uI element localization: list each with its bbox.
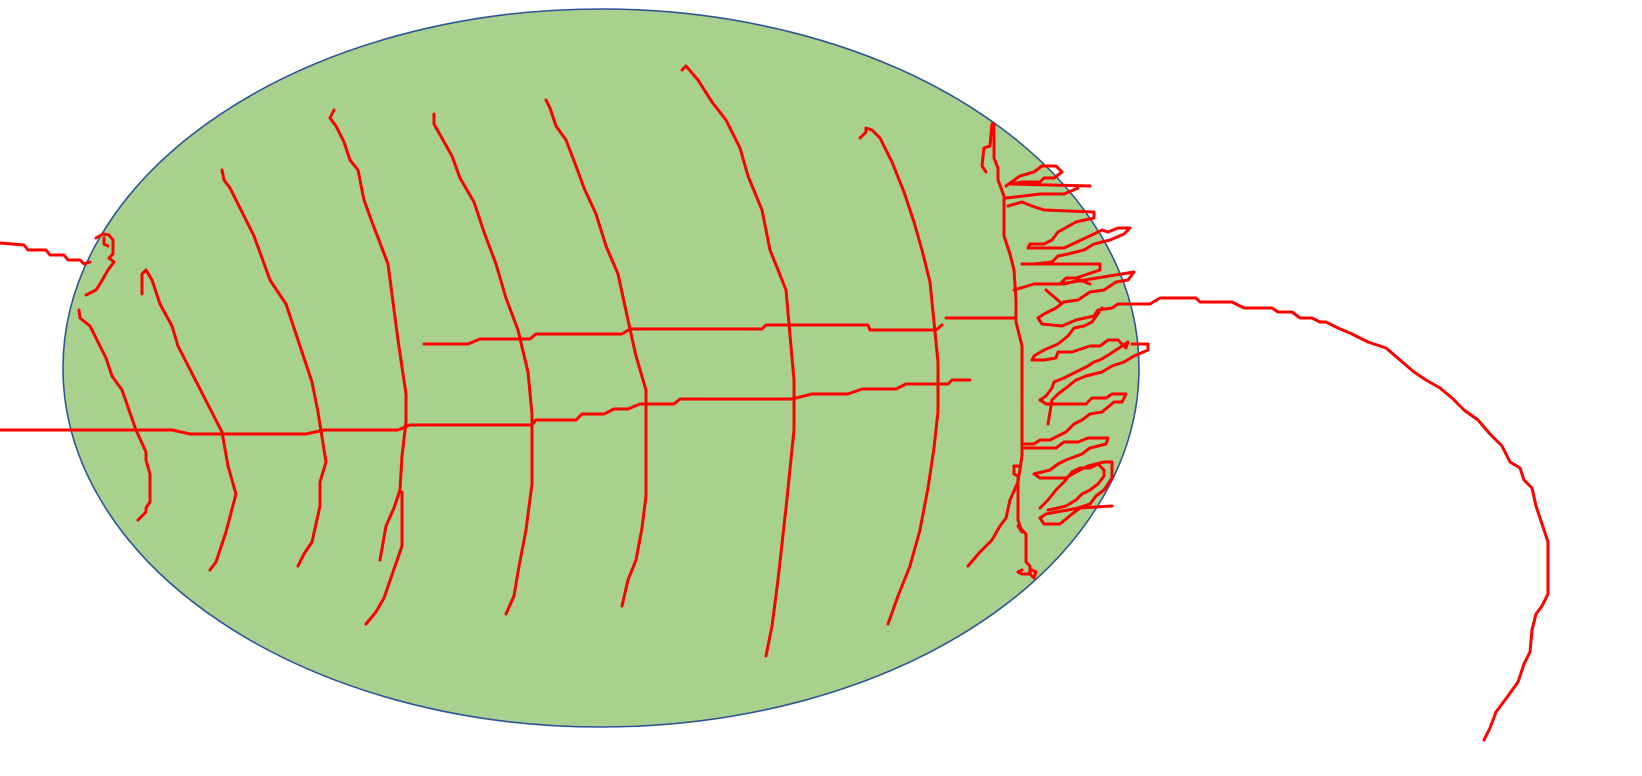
red-rib-5[interactable] (432, 112, 534, 616)
red-rib-8[interactable] (858, 126, 940, 626)
red-rib-2[interactable] (140, 268, 238, 572)
red-rib-6[interactable] (544, 98, 648, 608)
red-scribble-cluster-top[interactable] (1004, 164, 1132, 266)
green-oval[interactable] (62, 8, 1140, 728)
red-scribble-cluster-bottom[interactable] (1020, 436, 1114, 526)
red-rib-7[interactable] (680, 64, 796, 658)
red-horizontal-lower[interactable] (0, 378, 972, 436)
red-curve-right[interactable] (1134, 296, 1550, 742)
red-line-left-top[interactable] (0, 241, 92, 266)
red-rib-9[interactable] (966, 122, 1024, 568)
red-scribble-cluster-mid[interactable] (1012, 262, 1150, 446)
red-annotation-group (0, 64, 1550, 742)
red-rib-4[interactable] (328, 108, 408, 626)
red-rib-10[interactable] (980, 122, 1038, 580)
red-squiggle-left[interactable] (84, 232, 116, 297)
red-rib-3[interactable] (220, 168, 328, 568)
red-rib-1[interactable] (77, 308, 152, 522)
